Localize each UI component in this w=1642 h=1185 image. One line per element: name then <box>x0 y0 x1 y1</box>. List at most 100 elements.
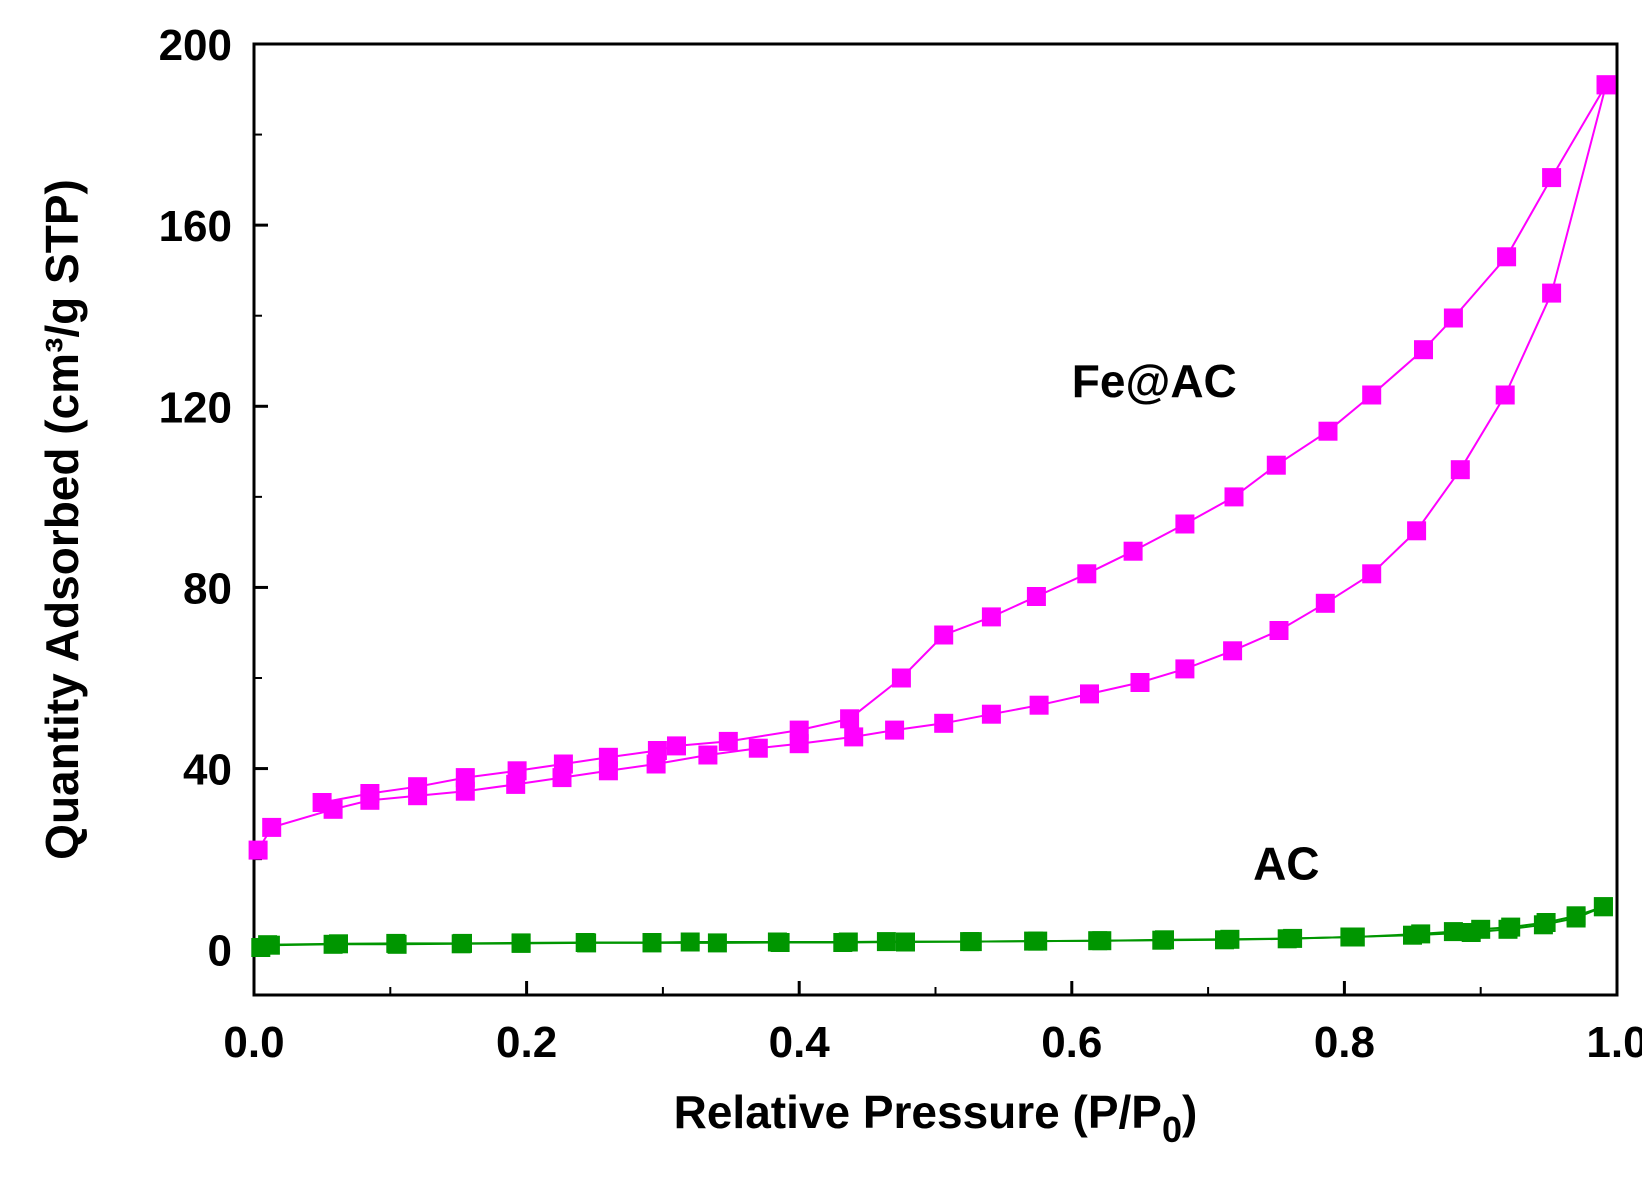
plot-frame <box>252 42 1619 997</box>
data-point <box>1362 385 1382 405</box>
x-tick-label: 0.0 <box>223 1018 284 1067</box>
data-point <box>455 768 475 788</box>
y-tick-label: 40 <box>183 746 232 795</box>
data-point <box>1220 929 1240 949</box>
data-point <box>575 933 595 952</box>
data-point <box>642 933 662 952</box>
data-point <box>1495 385 1515 405</box>
data-point <box>667 736 686 756</box>
data-point <box>1269 621 1289 640</box>
data-point <box>844 727 864 747</box>
data-point <box>1443 308 1463 328</box>
data-point <box>507 761 527 781</box>
data-point <box>1283 928 1303 948</box>
x-tick-label: 0.8 <box>1314 1018 1375 1067</box>
data-point <box>1123 541 1143 561</box>
data-point <box>981 704 1001 724</box>
data-point <box>647 741 667 760</box>
data-point <box>1450 460 1470 480</box>
y-tick-label: 120 <box>159 383 232 432</box>
x-axis-title: Relative Pressure (P/P0) <box>674 1086 1198 1150</box>
series-3 <box>258 897 1613 955</box>
data-point <box>840 709 860 729</box>
data-point <box>1542 283 1562 303</box>
data-point <box>767 932 787 952</box>
data-point <box>553 754 573 774</box>
data-point <box>1028 931 1048 951</box>
y-axis-title: Quantity Adsorbed (cm³/g STP) <box>36 179 88 860</box>
data-point <box>408 777 428 797</box>
data-point <box>934 625 954 645</box>
data-point <box>1362 564 1382 584</box>
data-point <box>1092 931 1112 951</box>
series-annotation: Fe@AC <box>1072 355 1237 407</box>
y-tick-label: 0 <box>208 927 232 976</box>
series-annotation: AC <box>1253 838 1319 890</box>
data-point <box>789 720 809 740</box>
data-point <box>1223 641 1243 661</box>
data-point <box>386 933 406 953</box>
data-point <box>1266 455 1286 475</box>
data-point <box>1542 168 1562 188</box>
data-point <box>748 738 768 758</box>
data-point <box>698 745 718 765</box>
x-tick-label: 0.6 <box>1041 1018 1102 1067</box>
data-point <box>838 932 858 952</box>
data-point <box>1471 919 1491 939</box>
x-tick-label: 0.2 <box>496 1018 557 1067</box>
data-point <box>1536 913 1556 932</box>
annotation-layer: Fe@AC AC <box>1072 355 1320 889</box>
data-point <box>1497 247 1517 267</box>
data-point <box>360 784 380 803</box>
data-point <box>1443 922 1463 942</box>
data-point <box>1501 917 1521 937</box>
data-point <box>511 933 531 953</box>
data-point <box>885 720 905 740</box>
x-axis-title-main: Relative Pressure (P/P <box>674 1086 1162 1138</box>
x-axis-title-close: ) <box>1182 1086 1197 1138</box>
y-tick-label: 200 <box>159 21 232 70</box>
y-tick-label: 160 <box>159 202 232 251</box>
series-line <box>321 84 1607 804</box>
x-tick-label: 0.4 <box>769 1018 831 1067</box>
data-point <box>1155 930 1174 950</box>
data-point <box>598 747 618 767</box>
axis-tick-labels: 0.0 0.2 0.4 0.6 0.8 1.0 0 40 80 120 160 200 <box>159 21 1642 1067</box>
data-point <box>680 932 700 952</box>
data-point <box>262 817 282 837</box>
data-point <box>1175 514 1195 534</box>
data-point <box>1026 587 1046 606</box>
data-point <box>1566 906 1586 926</box>
data-point <box>718 731 738 751</box>
data-point <box>329 934 348 954</box>
data-point <box>312 793 332 812</box>
series-line <box>257 84 1608 851</box>
data-point <box>1224 487 1244 507</box>
data-point <box>1411 924 1431 944</box>
data-point <box>1593 897 1613 917</box>
data-point <box>1077 564 1097 584</box>
data-point <box>1130 673 1150 692</box>
y-tick-label: 80 <box>183 564 232 613</box>
data-point <box>1318 421 1338 441</box>
data-point <box>962 932 982 952</box>
data-point <box>1175 659 1195 679</box>
x-axis-title-subscript: 0 <box>1162 1109 1182 1150</box>
data-point <box>258 935 278 955</box>
data-point <box>891 668 911 688</box>
data-point <box>453 933 472 953</box>
series-0 <box>248 75 1616 860</box>
axis-ticks <box>252 42 1619 995</box>
data-point <box>876 932 896 952</box>
series-layer <box>248 75 1616 957</box>
data-point <box>1414 340 1433 360</box>
data-point <box>1345 927 1365 947</box>
data-point <box>981 607 1001 627</box>
series-1 <box>312 75 1616 812</box>
x-tick-label: 1.0 <box>1586 1018 1642 1067</box>
data-point <box>1029 695 1049 715</box>
data-point <box>248 840 268 860</box>
data-point <box>1080 684 1099 704</box>
data-point <box>1315 593 1335 613</box>
